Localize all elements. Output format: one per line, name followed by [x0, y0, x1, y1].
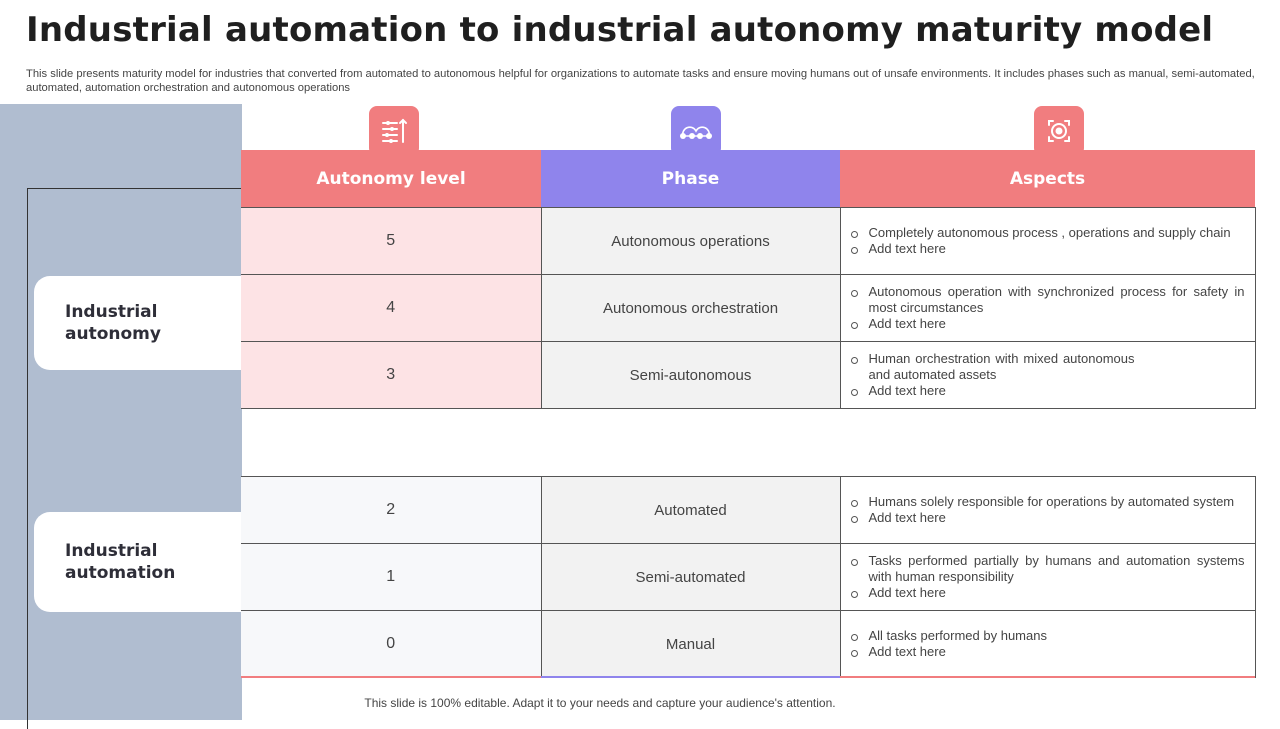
aspects-cell: Autonomous operation with synchronized p… — [839, 274, 1256, 342]
connected-nodes-icon — [671, 106, 721, 156]
aspect-item: Completely autonomous process , operatio… — [850, 225, 1245, 241]
aspects-cell: All tasks performed by humans Add text h… — [839, 610, 1256, 678]
aspect-item: Human orchestration with mixed autonomou… — [850, 351, 1245, 383]
footer-note: This slide is 100% editable. Adapt it to… — [0, 696, 1280, 710]
phase-cell: Semi-automated — [540, 543, 841, 611]
page-title: Industrial automation to industrial auto… — [26, 10, 1214, 50]
aspects-cell: Humans solely responsible for operations… — [839, 476, 1256, 544]
aspect-item: Add text here — [850, 241, 1245, 257]
level-cell: 4 — [241, 274, 542, 342]
aspects-cell: Completely autonomous process , operatio… — [839, 207, 1256, 275]
table-row: 4 Autonomous orchestration Autonomous op… — [241, 274, 1256, 342]
sliders-icon — [369, 106, 419, 156]
table-row: 2 Automated Humans solely responsible fo… — [241, 476, 1256, 544]
aspect-item: All tasks performed by humans — [850, 628, 1245, 644]
level-cell: 5 — [241, 207, 542, 275]
phase-cell: Autonomous operations — [540, 207, 841, 275]
phase-cell: Automated — [540, 476, 841, 544]
page-subtitle: This slide presents maturity model for i… — [26, 68, 1255, 94]
level-cell: 2 — [241, 476, 542, 544]
aspect-item: Add text here — [850, 383, 1245, 399]
icon-tab-level — [364, 102, 424, 160]
phase-cell: Autonomous orchestration — [540, 274, 841, 342]
header-phase: Phase — [541, 150, 840, 207]
group-label-autonomy-text: Industrial autonomy — [65, 302, 161, 344]
group-bracket — [27, 188, 243, 729]
left-panel — [0, 104, 242, 720]
aspect-item: Tasks performed partially by humans and … — [850, 553, 1245, 585]
level-cell: 3 — [241, 341, 542, 409]
aspect-item: Add text here — [850, 510, 1245, 526]
phase-cell: Semi-autonomous — [540, 341, 841, 409]
group-label-autonomy: Industrial autonomy — [34, 276, 244, 370]
aspect-item: Add text here — [850, 316, 1245, 332]
phase-cell: Manual — [540, 610, 841, 678]
table-row: 5 Autonomous operations Completely auton… — [241, 207, 1256, 275]
table-row: 3 Semi-autonomous Human orchestration wi… — [241, 341, 1256, 409]
autonomy-table: 5 Autonomous operations Completely auton… — [241, 207, 1256, 409]
table-row: 0 Manual All tasks performed by humans A… — [241, 610, 1256, 678]
level-cell: 0 — [241, 610, 542, 678]
aspect-item: Autonomous operation with synchronized p… — [850, 284, 1245, 316]
aspect-item: Add text here — [850, 644, 1245, 660]
header-autonomy-level: Autonomy level — [241, 150, 541, 207]
aspects-cell: Tasks performed partially by humans and … — [839, 543, 1256, 611]
header-aspects: Aspects — [840, 150, 1255, 207]
aspect-item: Add text here — [850, 585, 1245, 601]
footer-text: This slide is 100% editable. Adapt it to… — [364, 696, 836, 710]
automation-table: 2 Automated Humans solely responsible fo… — [241, 476, 1256, 678]
aspects-cell: Human orchestration with mixed autonomou… — [839, 341, 1256, 409]
robot-eye-icon — [1034, 106, 1084, 156]
table-header: Autonomy level Phase Aspects — [241, 150, 1255, 207]
group-label-automation: Industrial automation — [34, 512, 244, 612]
table-bottom-accent — [241, 676, 1255, 678]
aspect-item: Humans solely responsible for operations… — [850, 494, 1245, 510]
level-cell: 1 — [241, 543, 542, 611]
table-row: 1 Semi-automated Tasks performed partial… — [241, 543, 1256, 611]
group-label-automation-text: Industrial automation — [65, 541, 176, 583]
